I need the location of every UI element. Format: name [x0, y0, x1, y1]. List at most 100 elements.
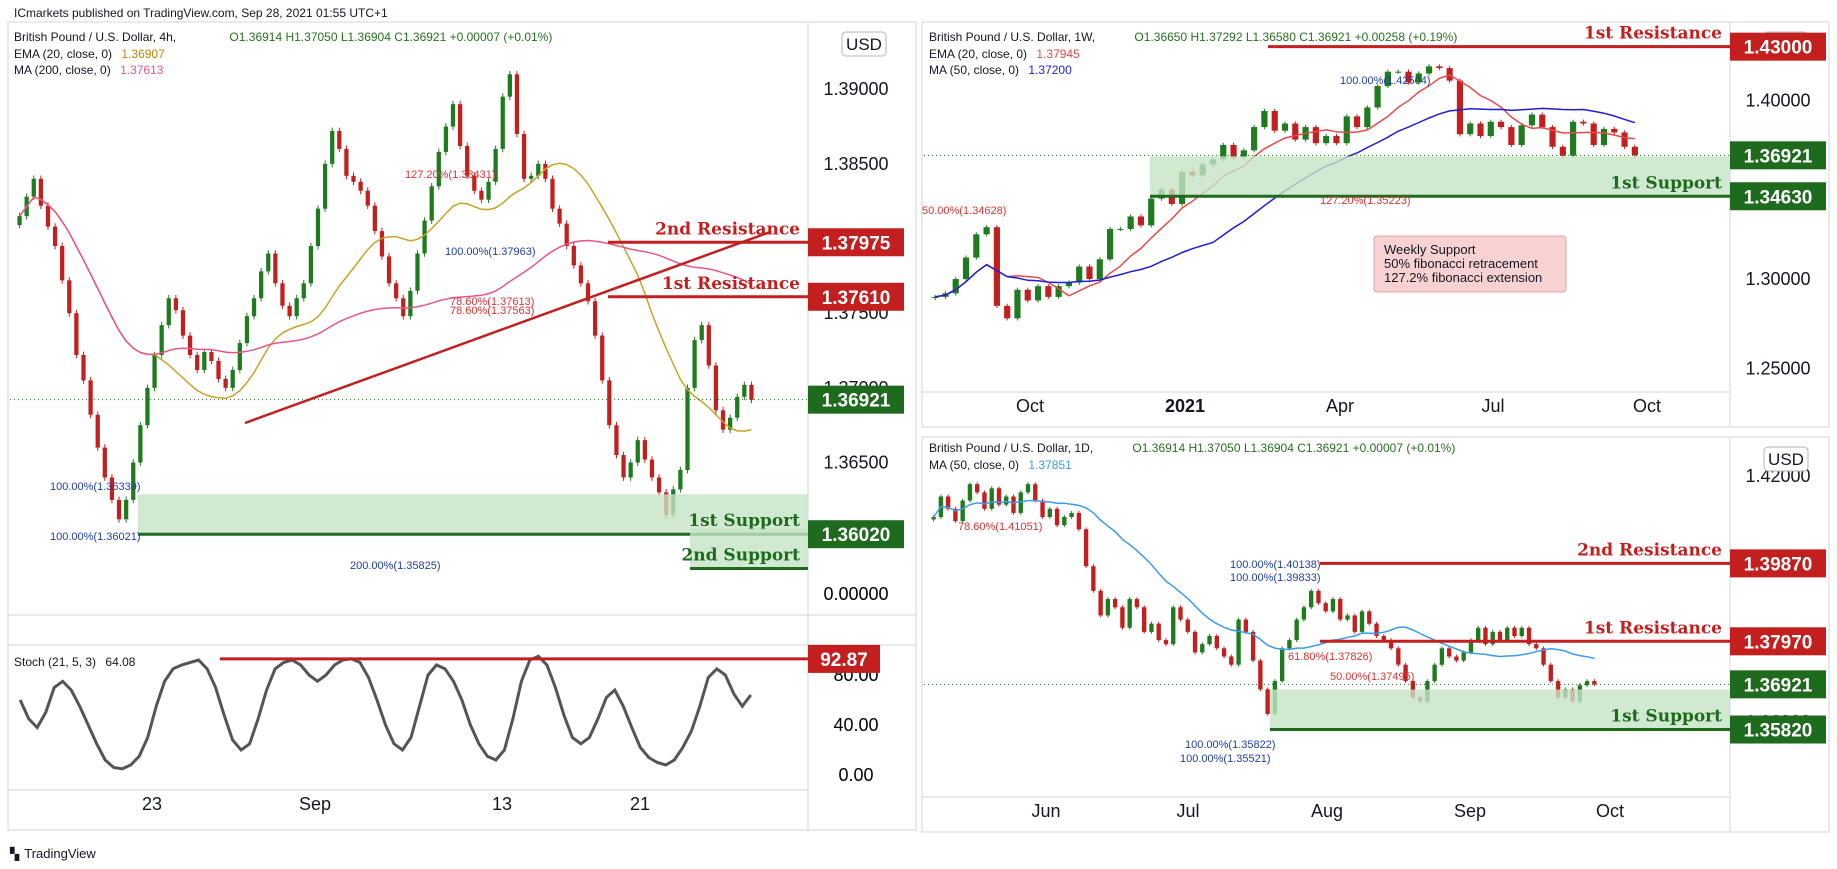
candle-up	[1105, 599, 1111, 616]
candle-up	[507, 74, 512, 97]
fib-label: 100.00%(1.37963)	[445, 246, 536, 258]
chart-4h-ohlc: O1.36914 H1.37050 L1.36904 C1.36921 +0.0…	[229, 30, 553, 44]
fib-label: 100.00%(1.40138)	[1230, 559, 1321, 571]
chart-1w-ema-legend[interactable]: EMA (20, close, 0) 1.37945	[929, 47, 1080, 61]
candle-up	[742, 384, 747, 397]
chart-1d-ma-legend[interactable]: MA (50, close, 0) 1.37851	[929, 458, 1072, 472]
note-line: 127.2% fibonacci extension	[1384, 270, 1542, 285]
candle-up	[1364, 107, 1371, 128]
candle-down	[1271, 111, 1278, 131]
candle-up	[1281, 123, 1289, 131]
candle-up	[685, 387, 690, 470]
candle-down	[1229, 656, 1234, 665]
level-price-label: 1.37970	[1744, 632, 1813, 653]
candle-down	[1214, 635, 1219, 649]
candle-down	[1410, 681, 1416, 698]
chart-4h-symbol: British Pound / U.S. Dollar, 4h,	[14, 30, 177, 44]
candle-down	[1497, 631, 1503, 641]
candle-down	[365, 190, 370, 206]
chart-4h-ema-legend[interactable]: EMA (20, close, 0) 1.36907	[14, 47, 165, 61]
candle-up	[486, 181, 491, 200]
y-tick-label: 1.30000	[1745, 269, 1810, 289]
price-zero-label: 0.00000	[823, 584, 888, 604]
x-tick-label: 13	[492, 794, 512, 814]
candle-down	[614, 425, 619, 456]
level-price-label: 1.37610	[822, 288, 891, 309]
level-label: 2nd Resistance	[1577, 540, 1722, 560]
candle-down	[1312, 127, 1319, 144]
candle-up	[493, 148, 498, 182]
fib-label: 127.20%(1.35223)	[1320, 195, 1411, 207]
candle-up	[244, 316, 250, 344]
level-price-label: 1.43000	[1744, 38, 1813, 59]
candle-up	[1034, 286, 1042, 301]
candle-down	[649, 459, 655, 478]
level-price-tag	[1730, 627, 1826, 656]
candle-down	[472, 175, 477, 191]
candle-down	[457, 104, 463, 146]
candle-down	[60, 246, 65, 281]
x-tick-label: Jul	[1481, 396, 1504, 416]
chart-1w-ma-legend[interactable]: MA (50, close, 0) 1.37200	[929, 63, 1072, 77]
candle-down	[1185, 619, 1190, 632]
candle-down	[1592, 681, 1597, 685]
chart-4h-ma-legend[interactable]: MA (200, close, 0) 1.37613	[14, 63, 163, 77]
level-price-tag	[808, 282, 904, 311]
candle-down	[578, 265, 584, 284]
candle-up	[124, 499, 129, 520]
candle-up	[1467, 123, 1474, 135]
candle-up	[1287, 640, 1292, 649]
candle-up	[635, 440, 640, 463]
candle-down	[1534, 644, 1539, 649]
candle-down	[1024, 289, 1031, 301]
candle-down	[1112, 599, 1118, 608]
tradingview-logo[interactable]: ▚ TradingView	[10, 846, 96, 861]
candle-up	[1025, 484, 1031, 493]
candle-down	[1054, 508, 1060, 526]
candle-up	[1487, 121, 1494, 137]
candle-up	[1384, 71, 1391, 86]
candle-up	[131, 462, 136, 500]
candle-up	[989, 488, 994, 509]
candle-up	[1117, 228, 1124, 230]
trendline	[244, 230, 771, 425]
candle-down	[1454, 656, 1459, 661]
candle-up	[1055, 286, 1062, 297]
candle-down	[1163, 640, 1169, 645]
candle-up	[727, 417, 733, 430]
candle-up	[1220, 144, 1227, 160]
fib-label: 100.00%(1.35822)	[1185, 739, 1276, 751]
candle-up	[1519, 627, 1524, 636]
stoch-legend[interactable]: Stoch (21, 5, 3) 64.08	[14, 655, 135, 669]
chart-1d-header: British Pound / U.S. Dollar, 1D, O1.3691…	[929, 441, 1455, 455]
candle-down	[1539, 114, 1546, 128]
level-price-tag	[1730, 715, 1826, 744]
candle-up	[1200, 644, 1205, 653]
candle-down	[1323, 603, 1328, 612]
candle-down	[706, 325, 711, 366]
candle-down	[1142, 607, 1147, 632]
candle-down	[1004, 305, 1011, 319]
ema-line	[934, 74, 1635, 298]
candle-down	[344, 148, 349, 176]
level-label: 1st Resistance	[1584, 24, 1722, 44]
chart-4h-header: British Pound / U.S. Dollar, 4h, O1.3691…	[14, 30, 552, 44]
stoch-k-line	[18, 654, 752, 771]
level-price-tag	[808, 520, 904, 549]
candle-up	[1294, 619, 1299, 641]
candle-up	[1301, 607, 1307, 620]
candle-up	[1584, 681, 1590, 686]
candle-down	[1508, 127, 1515, 145]
chart-1w-header: British Pound / U.S. Dollar, 1W, O1.3665…	[929, 30, 1457, 44]
candle-down	[1526, 627, 1532, 645]
candle-up	[931, 517, 936, 520]
candle-up	[251, 298, 257, 317]
candle-up	[237, 343, 242, 370]
x-tick-label: 21	[630, 794, 650, 814]
candle-down	[88, 380, 93, 415]
candle-down	[1403, 664, 1408, 682]
candle-up	[1395, 71, 1402, 73]
candle-up	[952, 279, 959, 294]
fib-label: 100.00%(1.35521)	[1180, 753, 1271, 765]
candle-down	[394, 283, 399, 299]
